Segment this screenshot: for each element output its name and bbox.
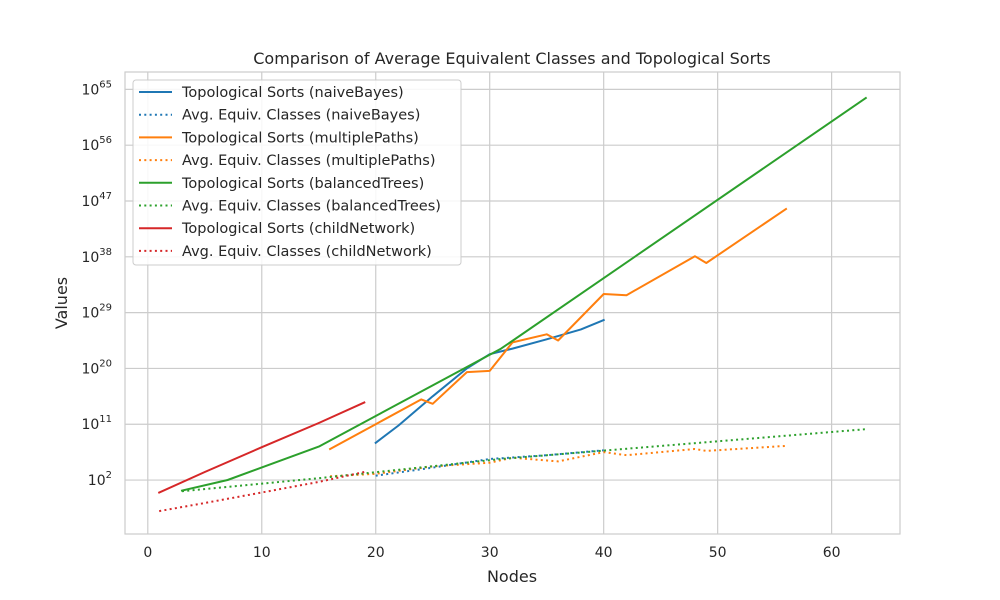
y-tick-label: 1020: [81, 358, 112, 377]
y-tick-base: 10: [81, 194, 99, 210]
legend-label: Avg. Equiv. Classes (naiveBayes): [182, 108, 420, 124]
x-tick-label: 60: [823, 545, 841, 561]
series-line: [328, 207, 788, 451]
x-tick-label: 20: [367, 545, 385, 561]
y-tick-exponent: 38: [99, 247, 112, 258]
y-tick-label: 1056: [81, 135, 112, 154]
series-line: [375, 449, 604, 477]
legend-label: Avg. Equiv. Classes (childNetwork): [182, 244, 432, 260]
x-tick-label: 10: [253, 545, 271, 561]
y-tick-exponent: 29: [99, 303, 112, 314]
y-tick-label: 1065: [81, 79, 112, 98]
x-tick-label: 30: [481, 545, 499, 561]
y-tick-label: 1038: [81, 247, 112, 266]
y-tick-exponent: 2: [106, 470, 112, 481]
legend-label: Topological Sorts (multiplePaths): [181, 130, 419, 146]
y-tick-base: 10: [81, 250, 99, 266]
legend-box: [132, 79, 462, 266]
y-axis-label: Values: [52, 277, 71, 329]
x-tick-label: 40: [595, 545, 613, 561]
x-tick-label: 50: [709, 545, 727, 561]
series-layer: [157, 96, 868, 513]
tick-labels: 0 10 20 30 40 50 60102101110201029103810471056…: [81, 79, 840, 561]
y-tick-exponent: 47: [99, 191, 112, 202]
y-tick-label: 1047: [81, 191, 112, 210]
series-line: [180, 96, 868, 492]
plot-frame: [124, 71, 901, 535]
series-line: [157, 401, 366, 494]
legend: Topological Sorts (naiveBayes) Avg. Equiv…: [132, 79, 462, 266]
legend-label: Topological Sorts (childNetwork): [181, 221, 415, 237]
x-axis-label: Nodes: [487, 567, 537, 586]
y-tick-exponent: 20: [99, 358, 112, 369]
x-tick-label: 0: [143, 545, 152, 561]
y-tick-label: 102: [88, 470, 112, 489]
y-tick-exponent: 65: [99, 79, 112, 90]
y-tick-exponent: 56: [99, 135, 112, 146]
legend-label: Topological Sorts (naiveBayes): [181, 85, 404, 101]
series-line: [330, 444, 787, 478]
y-tick-base: 10: [88, 473, 106, 489]
legend-label: Topological Sorts (balancedTrees): [181, 176, 424, 192]
y-tick-base: 10: [81, 306, 99, 322]
y-tick-base: 10: [81, 361, 99, 377]
y-tick-base: 10: [81, 82, 99, 98]
legend-label: Avg. Equiv. Classes (balancedTrees): [182, 199, 441, 215]
y-tick-label: 1029: [81, 303, 112, 322]
y-tick-base: 10: [81, 417, 99, 433]
legend-label: Avg. Equiv. Classes (multiplePaths): [182, 153, 436, 169]
chart-title: Comparison of Average Equivalent Classes…: [253, 49, 771, 68]
y-tick-label: 1011: [81, 414, 112, 433]
y-tick-exponent: 11: [99, 414, 112, 425]
y-tick-base: 10: [81, 138, 99, 154]
